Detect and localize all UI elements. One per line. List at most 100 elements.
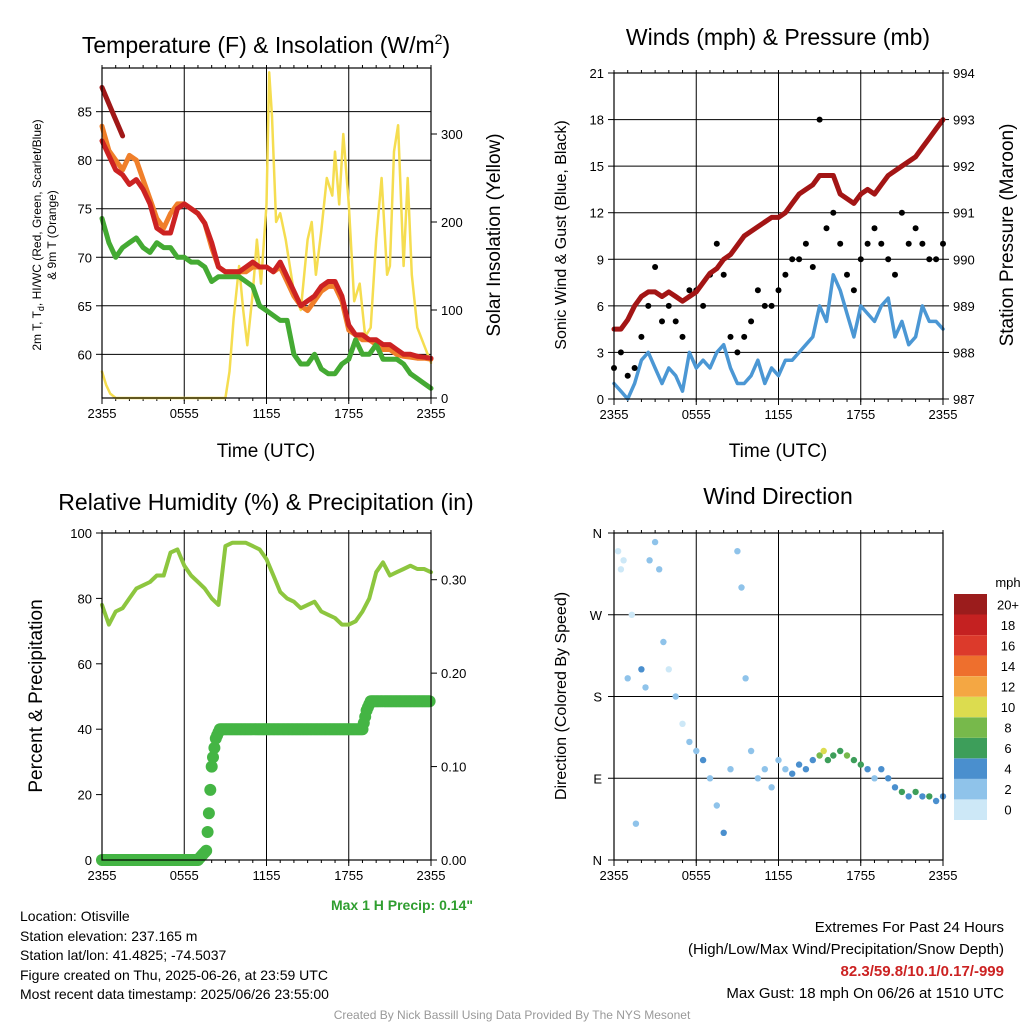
info-recent: Most recent data timestamp: 2025/06/26 2… [20, 986, 329, 1002]
temp-xlabel: Time (UTC) [217, 441, 316, 462]
rh-ytick-label: 100 [70, 526, 92, 541]
direction-point [857, 761, 864, 768]
rh-line [100, 540, 433, 627]
temp-xtick-label: 2355 [417, 406, 446, 421]
direction-point [816, 752, 823, 759]
direction-point [775, 756, 782, 764]
gust-point [837, 240, 844, 247]
direction-point [878, 766, 885, 773]
colorbar-label: 0 [1004, 803, 1011, 818]
direction-point [665, 666, 672, 673]
direction-point [898, 788, 906, 796]
wind-ytick-label: 12 [590, 206, 604, 221]
temp-border [101, 67, 432, 399]
direction-point [789, 770, 796, 777]
dir-title: Wind Direction [703, 483, 853, 509]
sonic-wind-line [612, 273, 945, 401]
wind-xtick-label: 2355 [600, 407, 629, 422]
colorbar-swatch [954, 737, 987, 759]
gust-point [748, 318, 755, 325]
temp-ylabel-line1: 2m T, Td, HI/WC (Red, Green, Scarlet/Blu… [30, 119, 46, 350]
direction-point [686, 738, 693, 746]
pressure-line [611, 117, 946, 332]
direction-point [672, 693, 679, 700]
gust-point [892, 271, 898, 278]
direction-point [632, 820, 640, 827]
colorbar-label: 8 [1004, 721, 1011, 736]
wind-title: Winds (mph) & Pressure (mb) [626, 24, 930, 50]
temp-ytick-label: 70 [78, 250, 92, 265]
direction-point [624, 675, 631, 682]
colorbar-label: 6 [1004, 741, 1011, 756]
rh-xtick-label: 2355 [417, 868, 446, 883]
direction-point [620, 557, 627, 564]
dewpoint-line [99, 215, 434, 391]
direction-point [742, 675, 749, 682]
wind-ylabel: Sonic Wind & Gust (Blue, Black) [553, 120, 570, 349]
gust-point [830, 209, 837, 216]
direction-point [932, 797, 940, 805]
direction-point [891, 784, 899, 791]
temp-ytick-label: 85 [78, 105, 92, 120]
wind-y2tick-label: 991 [953, 206, 975, 221]
colorbar-swatch [954, 594, 987, 615]
direction-point [824, 756, 832, 764]
direction-point [912, 788, 919, 796]
info-location: Location: Otisville [20, 908, 130, 924]
wind-border [613, 72, 944, 400]
direction-point [660, 638, 667, 646]
direction-point [747, 747, 755, 755]
gust-point [864, 240, 871, 247]
direction-point [651, 538, 659, 546]
colorbar-swatch [954, 799, 987, 820]
direction-point [782, 766, 789, 773]
temp-y2tick-label: 0 [441, 391, 448, 406]
gust-point [645, 302, 652, 309]
temp-xtick-label: 0555 [170, 406, 199, 421]
temp-y2label: Solar Insolation (Yellow) [484, 133, 505, 336]
direction-point [809, 756, 816, 764]
gust-point [782, 271, 789, 278]
temp-ytick-label: 80 [78, 153, 92, 168]
direction-point [905, 793, 912, 800]
max-precip-label: Max 1 H Precip: 0.14" [331, 897, 473, 913]
colorbar-label: 12 [1001, 680, 1015, 695]
gust-point [713, 240, 720, 247]
direction-point [864, 766, 871, 773]
dir-ytick-label: S [593, 690, 602, 705]
precip-point [202, 807, 215, 820]
extremes-block: Extremes For Past 24 Hours (High/Low/Max… [688, 917, 1004, 1005]
gust-point [789, 256, 796, 263]
rh-xtick-label: 1755 [334, 868, 363, 883]
extremes-subtitle: (High/Low/Max Wind/Precipitation/Snow De… [688, 941, 1004, 958]
direction-point [871, 775, 878, 782]
info-latlon: Station lat/lon: 41.4825; -74.5037 [20, 947, 227, 963]
gust-point [809, 264, 816, 270]
rh-y2tick-label: 0.20 [441, 666, 466, 681]
rh-y2tick-label: 0.10 [441, 760, 466, 775]
colorbar-label: 10 [1001, 700, 1015, 715]
rh-ytick-label: 80 [78, 591, 92, 606]
solar-insolation-line [100, 71, 433, 400]
colorbar-swatch [954, 778, 987, 800]
precip-point [207, 751, 219, 764]
station-info: Location: Otisville Station elevation: 2… [20, 907, 329, 1005]
wind-y2label: Station Pressure (Maroon) [997, 124, 1018, 347]
gust-point [919, 240, 926, 247]
gust-point [638, 333, 645, 340]
dir-xtick-label: 1155 [765, 868, 793, 883]
extremes-title: Extremes For Past 24 Hours [814, 919, 1004, 936]
gust-point [905, 240, 912, 247]
wind-ytick-label: 15 [590, 159, 604, 174]
temp-y2tick-label: 200 [441, 215, 463, 230]
temp-ytick-label: 60 [78, 347, 92, 362]
wind-ytick-label: 9 [597, 252, 604, 267]
direction-point [617, 566, 625, 573]
direction-point [795, 761, 803, 768]
wind-panel: 2355 0555 1155 1755 235503691215182198798898… [590, 66, 975, 422]
gust-point [912, 225, 919, 232]
wind-y2tick-label: 988 [953, 345, 975, 360]
direction-point [919, 793, 926, 800]
gust-point [850, 287, 857, 294]
rh-ylabel: Percent & Precipitation [26, 599, 47, 792]
